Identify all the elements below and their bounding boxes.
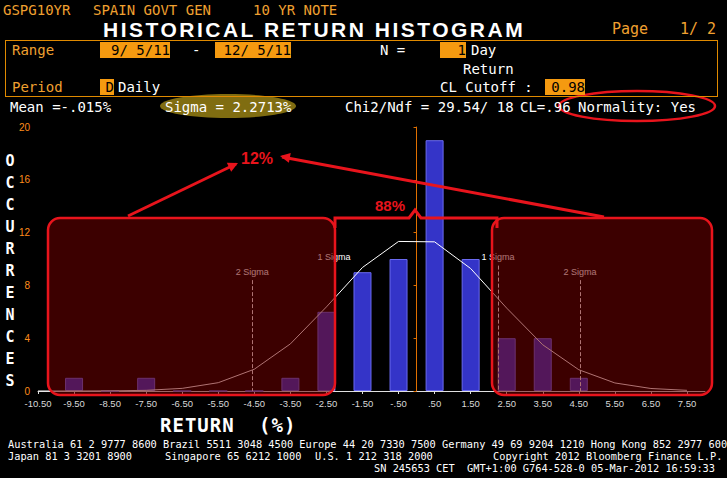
html-text:1/ 2: 1/ 2 bbox=[680, 20, 717, 38]
svg-text:6.50: 6.50 bbox=[642, 398, 661, 409]
html-text:N =: N = bbox=[380, 42, 406, 58]
html-text:1 Day: 1 Day bbox=[457, 42, 497, 58]
svg-text:-10.50: -10.50 bbox=[25, 398, 52, 409]
svg-text:5.50: 5.50 bbox=[606, 398, 625, 409]
svg-text:12%: 12% bbox=[241, 150, 273, 167]
html-text:RETURN (%): RETURN (%) bbox=[160, 414, 297, 436]
svg-text:0: 0 bbox=[24, 386, 30, 397]
html-text:Sigma = 2.2713%: Sigma = 2.2713% bbox=[165, 99, 292, 115]
svg-text:16: 16 bbox=[19, 174, 31, 185]
svg-text:-4.50: -4.50 bbox=[243, 398, 265, 409]
html-text:Return: Return bbox=[463, 61, 514, 77]
svg-text:-3.50: -3.50 bbox=[280, 398, 302, 409]
svg-text:88%: 88% bbox=[375, 197, 405, 214]
html-text:SN 245653 CET GMT+1:00 G764-52: SN 245653 CET GMT+1:00 G764-528-0 05-Mar… bbox=[374, 462, 715, 474]
html-text:Chi2/Ndf = 29.54/ 18: Chi2/Ndf = 29.54/ 18 bbox=[345, 99, 514, 115]
svg-text:-5.50: -5.50 bbox=[207, 398, 229, 409]
html-text:Range: Range bbox=[12, 42, 55, 58]
html-text:SPAIN GOVT GEN: SPAIN GOVT GEN bbox=[93, 2, 211, 18]
html-text:Mean =-.015%: Mean =-.015% bbox=[10, 99, 112, 115]
html-text:D Daily: D Daily bbox=[105, 79, 161, 95]
svg-text:3.50: 3.50 bbox=[534, 398, 553, 409]
svg-text:-.50: -.50 bbox=[390, 398, 406, 409]
html-text:Japan 81 3 3201 8900: Japan 81 3 3201 8900 bbox=[8, 450, 132, 462]
html-text:12/ 5/11: 12/ 5/11 bbox=[223, 42, 291, 58]
html-text:10 YR NOTE: 10 YR NOTE bbox=[253, 2, 338, 18]
svg-text:12: 12 bbox=[19, 227, 31, 238]
html-text:0.98: 0.98 bbox=[551, 79, 585, 95]
svg-text:-7.50: -7.50 bbox=[135, 398, 157, 409]
svg-text:2.50: 2.50 bbox=[497, 398, 516, 409]
svg-text:.50: .50 bbox=[428, 398, 441, 409]
svg-text:20: 20 bbox=[19, 122, 31, 133]
html-text:GSPG10YR: GSPG10YR bbox=[3, 2, 71, 18]
html-text:OCCURRENCES: OCCURRENCES bbox=[1, 152, 19, 394]
html-text:Period: Period bbox=[12, 79, 63, 95]
svg-text:8: 8 bbox=[24, 280, 30, 291]
html-text:Normality: Yes: Normality: Yes bbox=[578, 99, 696, 115]
svg-text:-1.50: -1.50 bbox=[352, 398, 374, 409]
html-text:Page: Page bbox=[612, 20, 649, 38]
svg-text:-6.50: -6.50 bbox=[171, 398, 193, 409]
svg-text:7.50: 7.50 bbox=[678, 398, 697, 409]
svg-text:-9.50: -9.50 bbox=[63, 398, 85, 409]
svg-text:4: 4 bbox=[24, 333, 30, 344]
svg-text:-2.50: -2.50 bbox=[316, 398, 338, 409]
html-text:Copyright 2012 Bloomberg Finan: Copyright 2012 Bloomberg Finance L.P. bbox=[493, 450, 723, 462]
svg-text:1.50: 1.50 bbox=[461, 398, 480, 409]
html-text:9/ 5/11: 9/ 5/11 bbox=[111, 42, 170, 58]
html-text:Singapore 65 6212 1000: Singapore 65 6212 1000 bbox=[165, 450, 302, 462]
html-text:U.S. 1 212 318 2000: U.S. 1 212 318 2000 bbox=[315, 450, 433, 462]
svg-text:4.50: 4.50 bbox=[570, 398, 589, 409]
html-text:HISTORICAL RETURN HISTOGRAM: HISTORICAL RETURN HISTOGRAM bbox=[103, 18, 526, 41]
svg-text:-8.50: -8.50 bbox=[99, 398, 121, 409]
html-text:CL=.96: CL=.96 bbox=[520, 99, 571, 115]
html-text:CL Cutoff :: CL Cutoff : bbox=[440, 79, 533, 95]
